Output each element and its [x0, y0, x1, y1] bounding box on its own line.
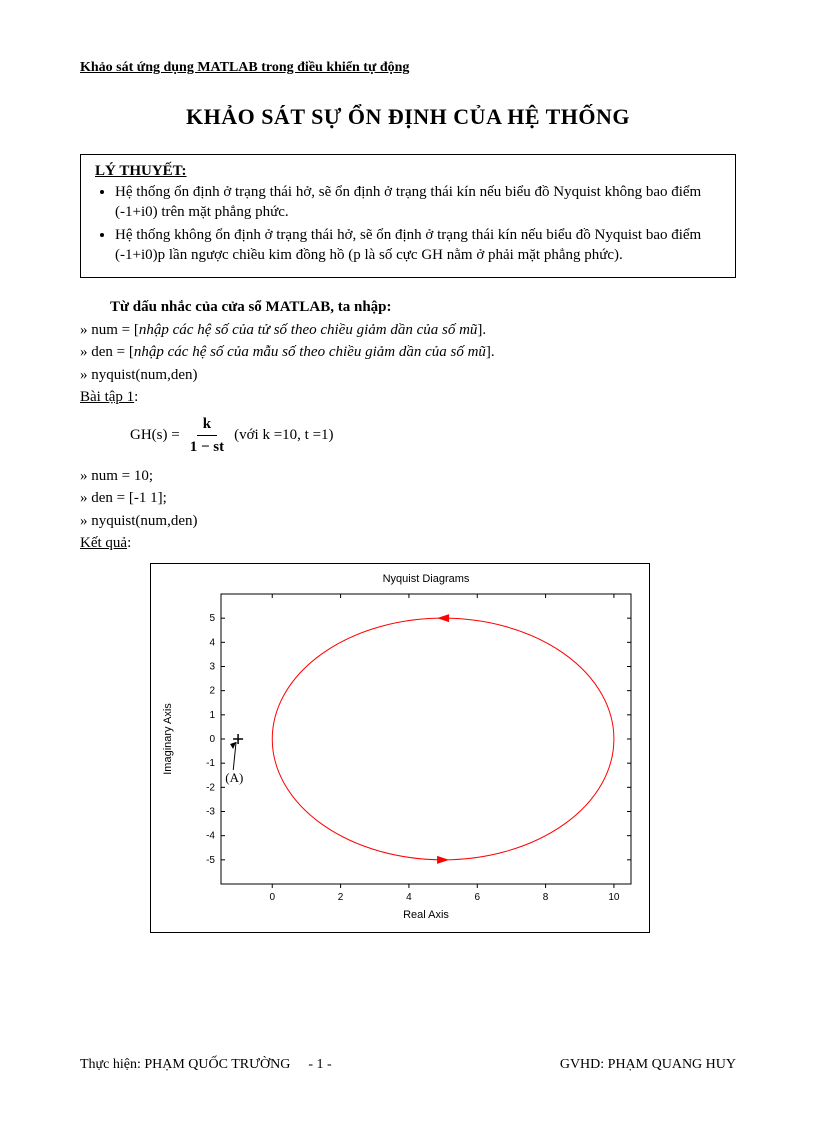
code-line: » nyquist(num,den) [80, 364, 736, 387]
formula-lhs: GH(s) = [130, 424, 180, 447]
svg-text:6: 6 [474, 892, 480, 903]
svg-text:-2: -2 [206, 782, 215, 793]
code-suffix: ]. [486, 344, 495, 360]
code-line: » nyquist(num,den) [80, 510, 736, 533]
exercise-colon: : [134, 389, 138, 405]
theory-item: Hệ thống ổn định ở trạng thái hở, sẽ ổn … [115, 182, 721, 223]
code-line: » den = [nhập các hệ số của mẫu số theo … [80, 341, 736, 364]
code-line: » num = [nhập các hệ số của tử số theo c… [80, 319, 736, 342]
code-line: » num = 10; [80, 465, 736, 488]
nyquist-chart: Nyquist Diagrams 0 2 4 6 8 10 -5 -4 -3 -2 -1 0 1 2 3 4 5 R… [150, 563, 650, 933]
theory-item: Hệ thống không ổn định ở trạng thái hở, … [115, 225, 721, 266]
svg-text:0: 0 [209, 734, 215, 745]
svg-text:(A): (A) [225, 770, 243, 785]
main-title: KHẢO SÁT SỰ ỔN ĐỊNH CỦA HỆ THỐNG [80, 104, 736, 130]
result-label: Kết quả: [80, 532, 736, 555]
code-italic: nhập các hệ số của tử số theo chiều giảm… [139, 322, 478, 338]
svg-text:4: 4 [209, 637, 215, 648]
intro-line: Từ dấu nhắc của cửa sổ MATLAB, ta nhập: [110, 296, 736, 319]
result-colon: : [127, 535, 131, 551]
fraction-numerator: k [197, 413, 217, 437]
theory-heading: LÝ THUYẾT: [95, 163, 721, 180]
svg-text:1: 1 [209, 709, 215, 720]
svg-text:-1: -1 [206, 758, 215, 769]
code-prefix: » den = [ [80, 344, 134, 360]
theory-list: Hệ thống ổn định ở trạng thái hở, sẽ ổn … [95, 182, 721, 265]
fraction-denominator: 1 − st [186, 436, 228, 459]
svg-text:4: 4 [406, 892, 412, 903]
svg-text:8: 8 [543, 892, 549, 903]
chart-svg: Nyquist Diagrams 0 2 4 6 8 10 -5 -4 -3 -2 -1 0 1 2 3 4 5 R… [151, 564, 651, 934]
exercise-label-text: Bài tập 1 [80, 389, 134, 405]
code-line: » den = [-1 1]; [80, 487, 736, 510]
footer-author: Thực hiện: PHẠM QUỐC TRƯỜNG [80, 1057, 290, 1073]
result-label-text: Kết quả [80, 535, 127, 551]
svg-text:Real Axis: Real Axis [403, 909, 449, 921]
footer-page: - 1 - [308, 1057, 331, 1073]
svg-text:Imaginary Axis: Imaginary Axis [162, 702, 174, 774]
svg-text:-4: -4 [206, 830, 215, 841]
footer-advisor: GVHD: PHẠM QUANG HUY [560, 1057, 736, 1073]
formula: GH(s) = k 1 − st (với k =10, t =1) [130, 413, 736, 459]
svg-text:-3: -3 [206, 806, 215, 817]
svg-text:10: 10 [608, 892, 620, 903]
theory-box: LÝ THUYẾT: Hệ thống ổn định ở trạng thái… [80, 154, 736, 278]
svg-text:Nyquist Diagrams: Nyquist Diagrams [383, 573, 470, 585]
page-footer: Thực hiện: PHẠM QUỐC TRƯỜNG - 1 - GVHD: … [80, 1057, 736, 1073]
svg-text:3: 3 [209, 661, 215, 672]
fraction: k 1 − st [186, 413, 228, 459]
formula-cond: (với k =10, t =1) [234, 424, 333, 447]
page-header: Khảo sát ứng dụng MATLAB trong điều khiể… [80, 60, 736, 76]
svg-text:5: 5 [209, 613, 215, 624]
exercise-label: Bài tập 1: [80, 386, 736, 409]
code-prefix: » num = [ [80, 322, 139, 338]
svg-text:2: 2 [209, 685, 215, 696]
code-italic: nhập các hệ số của mẫu số theo chiều giả… [134, 344, 486, 360]
code-suffix: ]. [477, 322, 486, 338]
svg-text:0: 0 [269, 892, 275, 903]
svg-text:-5: -5 [206, 854, 215, 865]
svg-text:2: 2 [338, 892, 344, 903]
